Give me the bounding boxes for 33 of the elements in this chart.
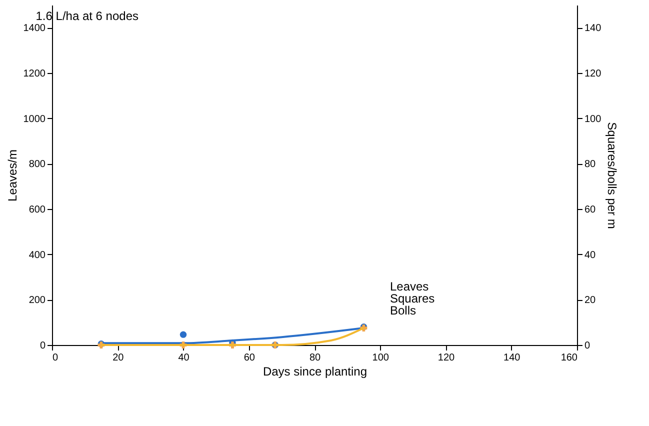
x-tick-label: 20 [112, 352, 124, 364]
x-tick-label: 0 [52, 352, 58, 364]
text: Leaves [390, 280, 429, 294]
x-tick-label: 100 [372, 352, 390, 364]
y-tick-label: 400 [28, 250, 46, 261]
x-tick-label: 60 [244, 352, 256, 364]
y2-tick-label: 60 [584, 204, 596, 216]
y-axis-title: Leaves/m [5, 149, 20, 202]
y2-tick-label: 100 [584, 114, 602, 125]
x-axis-title: Days since planting [262, 364, 368, 378]
y2-tick-label: 0 [584, 340, 590, 352]
x-tick-label: 40 [178, 352, 190, 364]
x-tick-label: 120 [438, 352, 456, 364]
chart-title: 1.6 L/ha at 6 nodes [36, 9, 139, 23]
x-tick-label: 140 [504, 352, 521, 364]
y2-tick-label: 140 [584, 23, 602, 34]
y-tick-label: 1400 [23, 23, 46, 34]
text: Squares [390, 292, 435, 306]
y-tick-label: 800 [28, 159, 46, 170]
y2-tick-label: 120 [584, 68, 602, 80]
text: Bolls [390, 303, 416, 318]
x-tick-label: 80 [309, 352, 321, 364]
y2-tick-label: 40 [584, 250, 596, 261]
x-tick-label: 160 [560, 352, 578, 364]
point [180, 331, 187, 338]
y-tick-label: 200 [28, 295, 46, 306]
y-tick-label: 1000 [23, 114, 46, 125]
y-tick-label: 0 [40, 340, 46, 352]
y-tick-label: 600 [28, 204, 46, 216]
y2-tick-label: 20 [584, 295, 596, 306]
y-tick-label: 1200 [23, 68, 46, 80]
y2-tick-label: 80 [584, 159, 596, 170]
y2-axis-title: Squares/bolls per m [605, 122, 620, 229]
